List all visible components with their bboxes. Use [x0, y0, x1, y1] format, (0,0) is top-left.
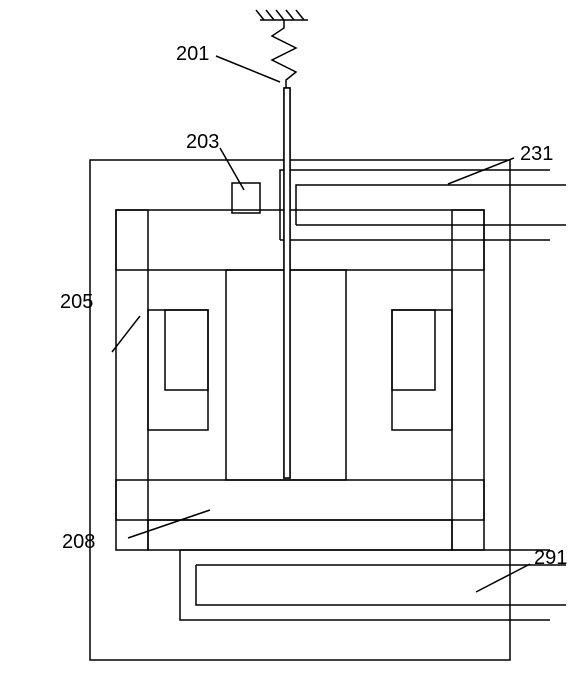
label-205: 205	[60, 291, 93, 313]
label-231: 231	[520, 143, 553, 165]
mechanical-diagram: 201 203 205 208 231 291	[0, 0, 584, 697]
label-203: 203	[186, 131, 219, 153]
label-291: 291	[534, 547, 567, 569]
label-201: 201	[176, 43, 209, 65]
label-208: 208	[62, 531, 95, 553]
